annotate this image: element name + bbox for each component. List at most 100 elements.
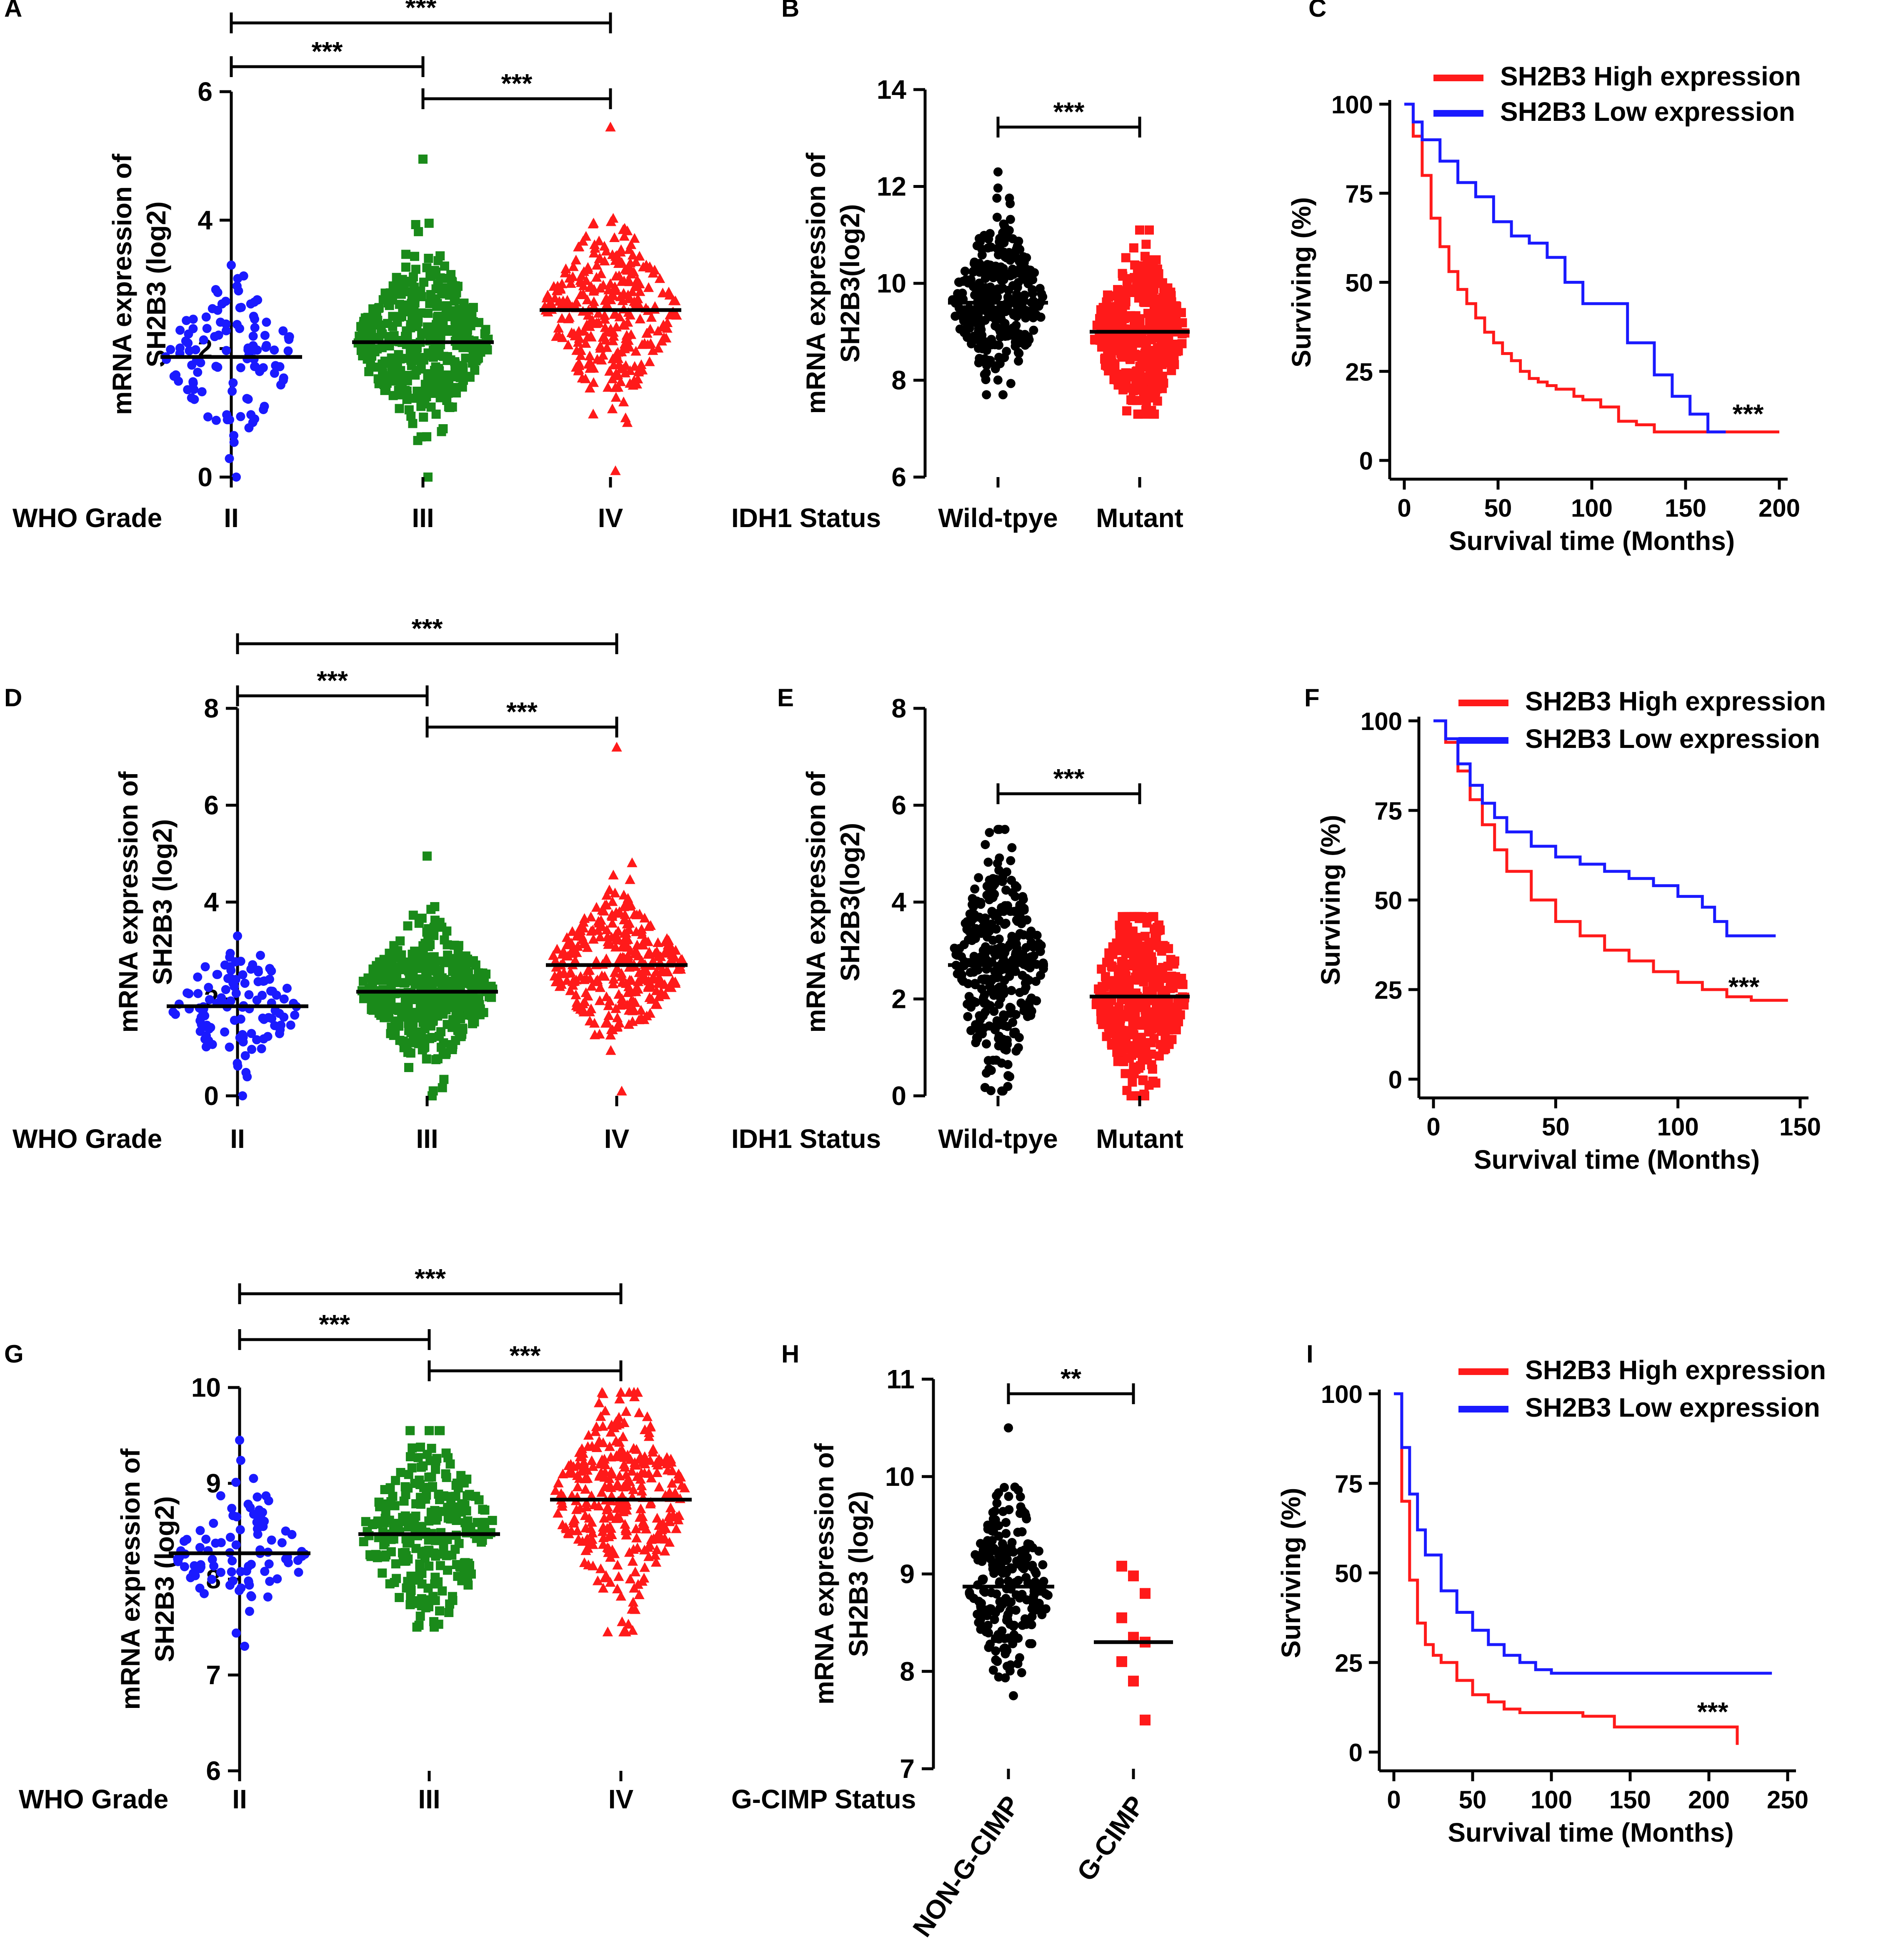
significance-label: *** bbox=[312, 36, 343, 66]
data-point bbox=[448, 1022, 457, 1032]
data-point bbox=[233, 1058, 242, 1068]
data-point bbox=[175, 325, 185, 335]
data-point bbox=[639, 912, 650, 922]
data-point bbox=[569, 976, 580, 986]
group-axis-label: WHO Grade bbox=[13, 503, 162, 533]
data-point bbox=[255, 367, 265, 376]
data-point bbox=[442, 1534, 452, 1544]
data-point bbox=[417, 1579, 427, 1589]
data-point bbox=[557, 1490, 568, 1500]
data-point bbox=[568, 1515, 579, 1525]
data-point bbox=[997, 1626, 1007, 1636]
data-point bbox=[675, 964, 686, 974]
data-point bbox=[1121, 928, 1130, 938]
data-point bbox=[230, 1015, 239, 1025]
data-point bbox=[408, 419, 418, 428]
data-point bbox=[425, 299, 435, 308]
data-point bbox=[975, 354, 984, 363]
data-point bbox=[285, 332, 294, 341]
data-point bbox=[1014, 236, 1023, 246]
data-point bbox=[550, 976, 561, 986]
data-point bbox=[478, 1505, 488, 1514]
data-point bbox=[630, 1523, 641, 1533]
data-point bbox=[979, 1586, 988, 1596]
data-point bbox=[1153, 384, 1162, 394]
data-point bbox=[962, 925, 972, 934]
data-point bbox=[225, 952, 235, 962]
data-point bbox=[180, 1562, 189, 1572]
data-point bbox=[639, 1468, 650, 1478]
panel-label: H bbox=[781, 1340, 799, 1368]
data-point bbox=[977, 245, 987, 254]
data-point bbox=[278, 326, 288, 336]
data-point bbox=[277, 1538, 287, 1548]
data-point bbox=[652, 1467, 663, 1477]
data-point bbox=[423, 322, 432, 332]
data-point bbox=[610, 255, 621, 265]
data-point bbox=[362, 316, 371, 326]
data-point bbox=[553, 322, 564, 333]
data-point bbox=[423, 372, 433, 382]
data-point bbox=[236, 1455, 245, 1465]
data-point bbox=[408, 1019, 418, 1028]
y-tick-label: 2 bbox=[891, 984, 906, 1014]
data-point bbox=[621, 1469, 632, 1479]
data-point bbox=[1149, 285, 1159, 294]
data-point bbox=[1014, 349, 1024, 358]
data-point bbox=[256, 950, 265, 960]
data-point bbox=[983, 1620, 993, 1630]
data-point bbox=[423, 308, 433, 318]
data-point bbox=[290, 1010, 300, 1020]
significance-bracket: *** bbox=[238, 1263, 623, 1304]
data-point bbox=[381, 971, 391, 980]
data-point bbox=[565, 947, 576, 957]
data-point bbox=[193, 368, 203, 377]
data-point bbox=[368, 1520, 377, 1529]
data-point bbox=[1126, 395, 1136, 405]
data-point bbox=[1039, 1577, 1048, 1586]
data-point bbox=[978, 1029, 987, 1039]
data-point bbox=[966, 1002, 976, 1012]
significance-bracket: *** bbox=[230, 36, 425, 77]
data-point bbox=[995, 982, 1004, 992]
data-point bbox=[648, 971, 659, 981]
data-point bbox=[403, 921, 413, 931]
data-point bbox=[444, 375, 453, 385]
significance-bracket: *** bbox=[238, 1309, 431, 1350]
data-point bbox=[1007, 986, 1016, 995]
group-iii: III bbox=[358, 1426, 500, 1814]
data-point bbox=[446, 1514, 455, 1524]
data-point bbox=[1113, 977, 1122, 986]
data-point bbox=[965, 1588, 974, 1597]
data-point bbox=[261, 342, 270, 352]
data-point bbox=[1134, 271, 1143, 281]
data-point bbox=[659, 1533, 670, 1543]
data-point bbox=[424, 1545, 433, 1555]
data-point bbox=[413, 1453, 423, 1462]
data-point bbox=[560, 263, 571, 273]
category-label: IV bbox=[608, 1784, 634, 1814]
data-point bbox=[1008, 323, 1018, 332]
data-point bbox=[1027, 1006, 1036, 1016]
data-point bbox=[422, 1054, 431, 1064]
data-point bbox=[450, 359, 460, 369]
data-point bbox=[612, 1022, 623, 1032]
data-point bbox=[628, 1443, 639, 1453]
data-point bbox=[988, 874, 998, 883]
data-point bbox=[235, 1525, 245, 1535]
data-point bbox=[239, 271, 248, 281]
data-point bbox=[411, 265, 420, 274]
x-tick-label: 150 bbox=[1609, 1786, 1651, 1814]
data-point bbox=[484, 992, 494, 1002]
data-point bbox=[271, 361, 280, 370]
chart-panel-f: F 0 25 50 75 100 0 50 100 150 Survival time (Month… bbox=[1304, 684, 1826, 1175]
data-point bbox=[419, 278, 428, 287]
data-point bbox=[980, 1083, 990, 1092]
data-point bbox=[576, 270, 587, 280]
data-point bbox=[231, 975, 240, 984]
data-point bbox=[977, 984, 986, 994]
data-point bbox=[1012, 312, 1021, 321]
data-point bbox=[1021, 982, 1031, 992]
significance-bracket: *** bbox=[425, 697, 618, 738]
group-g-cimp: G-CIMP bbox=[1071, 1560, 1173, 1886]
